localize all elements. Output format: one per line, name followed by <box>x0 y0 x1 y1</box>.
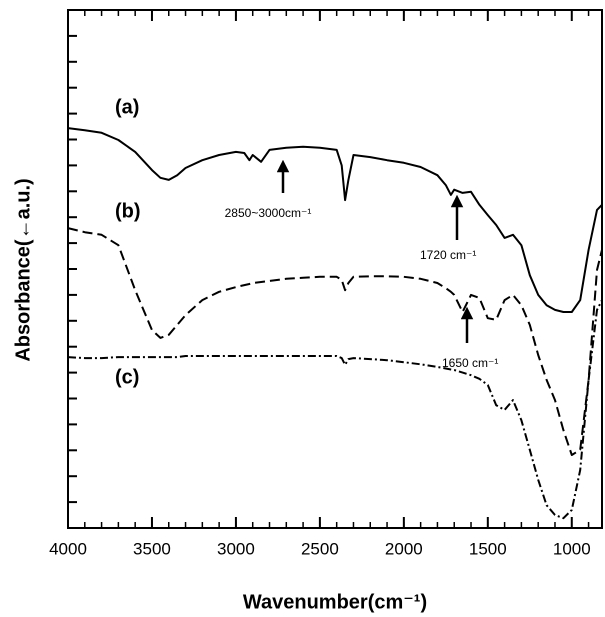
curve-label: (a) <box>115 96 139 118</box>
annotation: 1720 cm⁻¹ <box>420 248 476 262</box>
curve-label: (c) <box>115 366 139 388</box>
x-tick-label: 2000 <box>385 539 423 558</box>
x-tick-label: 3500 <box>133 539 171 558</box>
curve-label: (b) <box>115 200 141 222</box>
annotation: 2850~3000cm⁻¹ <box>225 206 312 220</box>
x-tick-label: 1500 <box>469 539 507 558</box>
x-tick-label: 3000 <box>217 539 255 558</box>
x-tick-label: 2500 <box>301 539 339 558</box>
x-tick-label: 1000 <box>553 539 591 558</box>
annotation: 1650 cm⁻¹ <box>442 356 498 370</box>
x-tick-label: 4000 <box>49 539 87 558</box>
spectrum-line <box>67 127 603 313</box>
spectrum-line <box>67 227 603 456</box>
y-axis-title: Absorbance(←a.u.) <box>12 178 34 361</box>
x-axis-title: Wavenumber(cm⁻¹) <box>243 591 427 613</box>
plot-frame <box>67 9 603 529</box>
spectrum-line <box>67 299 603 520</box>
